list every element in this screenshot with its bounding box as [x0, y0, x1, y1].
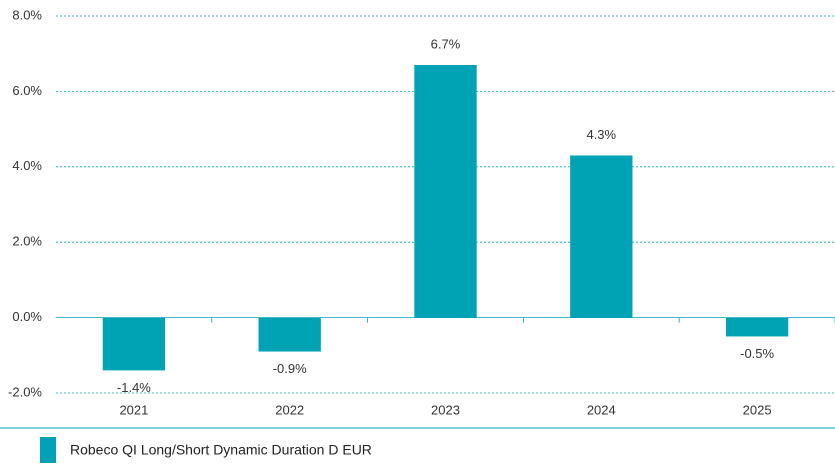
bar [725, 317, 789, 337]
data-label: 6.7% [431, 36, 461, 51]
x-tick-label: 2024 [587, 402, 616, 417]
y-tick-label: 0.0% [12, 309, 42, 324]
x-tick-label: 2022 [275, 402, 304, 417]
bar [258, 317, 321, 352]
data-label: -0.9% [273, 361, 307, 376]
legend-swatch [40, 437, 56, 463]
y-tick-label: 6.0% [12, 83, 42, 98]
legend-text: Robeco QI Long/Short Dynamic Duration D … [70, 442, 372, 458]
bar [102, 317, 166, 371]
bar [570, 155, 633, 318]
y-tick-label: 4.0% [12, 158, 42, 173]
y-tick-label: 8.0% [12, 7, 42, 22]
data-label: 4.3% [586, 127, 616, 142]
y-tick-label: -2.0% [8, 384, 42, 399]
x-tick-label: 2021 [119, 402, 148, 417]
x-tick-label: 2023 [431, 402, 460, 417]
y-tick-label: 2.0% [12, 234, 42, 249]
data-label: -1.4% [117, 380, 151, 395]
x-tick-label: 2025 [743, 402, 772, 417]
bar [414, 65, 477, 318]
data-label: -0.5% [740, 346, 774, 361]
